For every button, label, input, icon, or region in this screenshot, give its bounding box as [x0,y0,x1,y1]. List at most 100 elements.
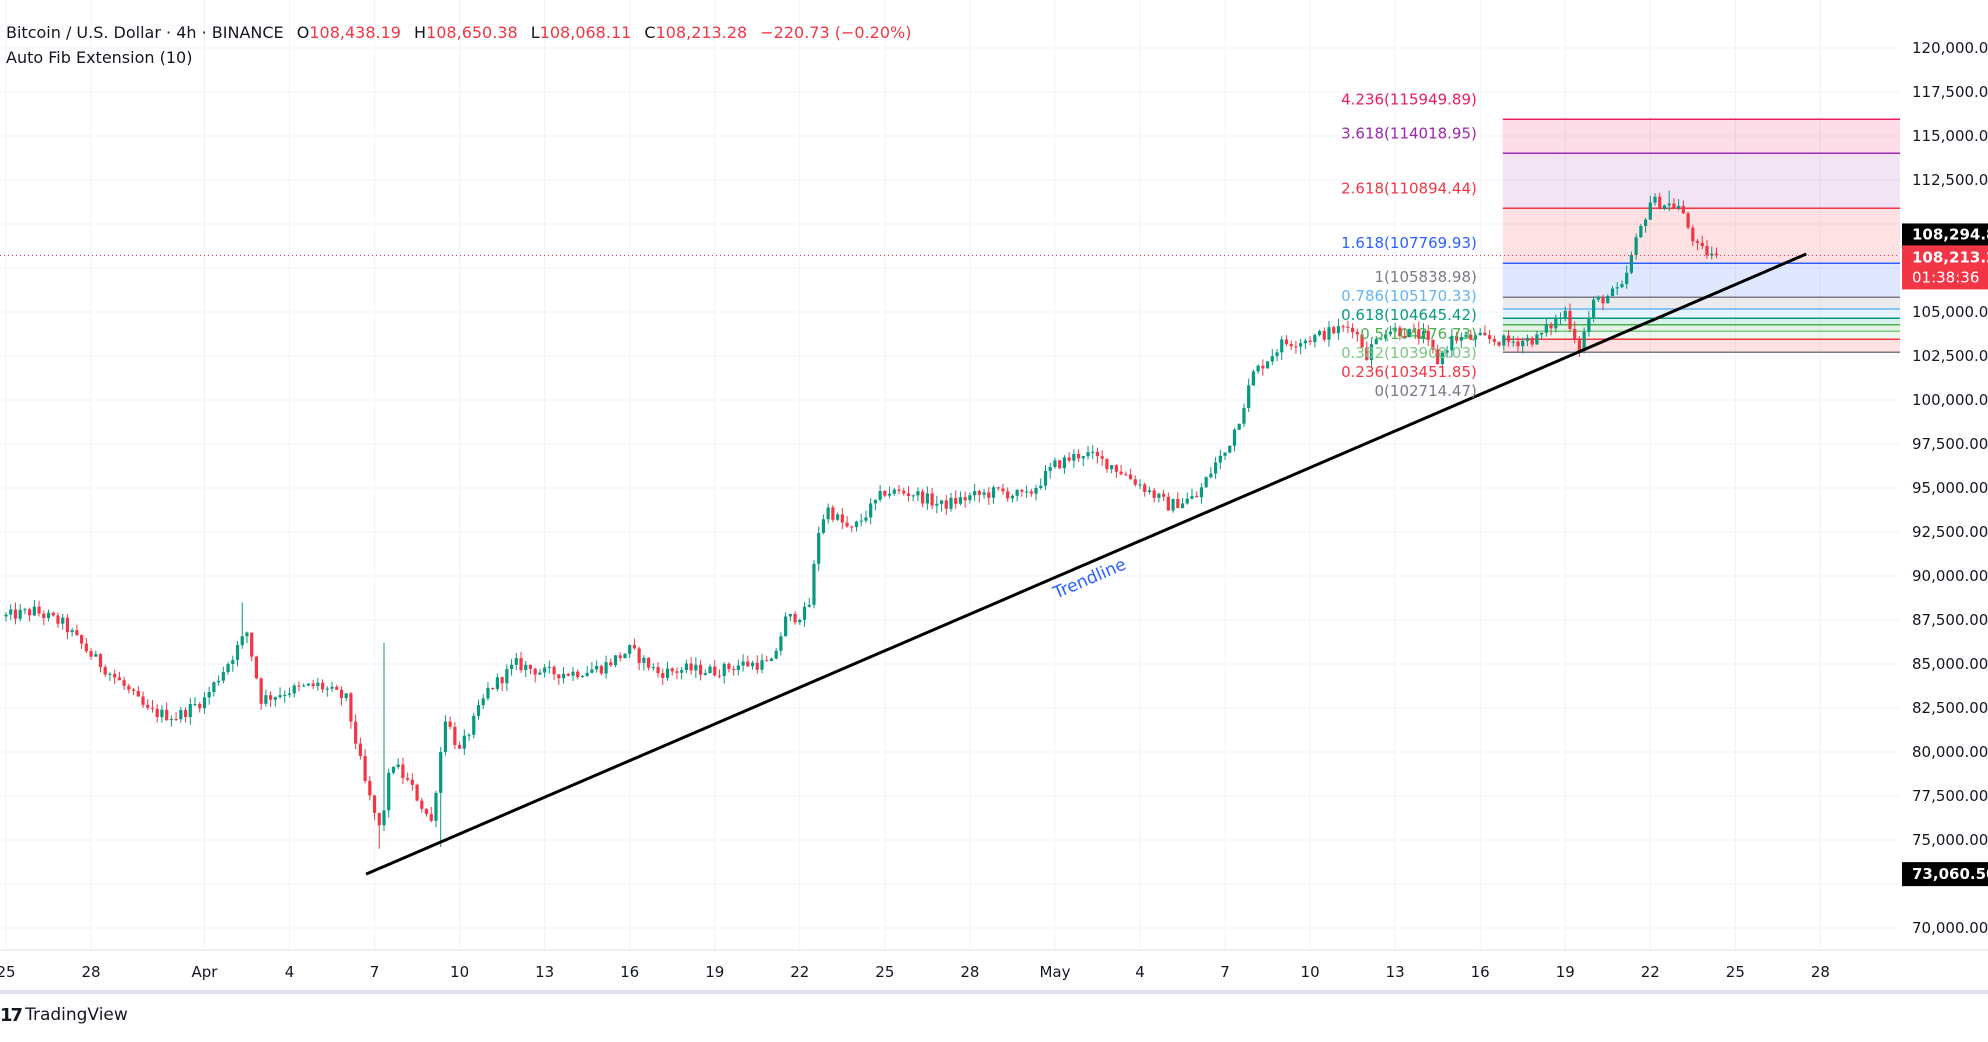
candle [812,560,816,609]
fib-extension[interactable] [1502,118,1900,353]
candle-body [1369,344,1374,360]
candle [831,504,835,523]
candle-body [472,715,476,735]
candle-body [1336,326,1341,334]
candle [1360,332,1364,349]
candle-body [377,812,381,826]
candle [1341,324,1345,332]
candle-body [1492,339,1496,342]
candle [1043,465,1048,491]
candle [1374,336,1378,345]
candle-body [1469,334,1473,340]
candle [1549,321,1553,336]
candle-body [117,677,121,681]
x-tick-label: 22 [1641,963,1660,981]
candle-body [221,672,225,681]
candle-body [892,489,896,494]
price-tag-last: 108,213.2 01:38:36 [1902,245,1988,290]
candle-body [1010,495,1015,499]
trendline[interactable] [365,252,1807,876]
candle-body [292,685,296,694]
candle [1502,333,1506,351]
candle-body [1039,485,1043,488]
low-value: 108,068.11 [539,23,632,42]
candle-body [1275,352,1279,357]
candle-body [1247,385,1251,409]
candle-body [661,673,665,678]
candle [613,655,618,668]
x-tick-label: 16 [620,963,639,981]
candle-body [1540,332,1544,335]
candle [1143,482,1147,497]
candle-body [1516,341,1520,347]
candle [1209,466,1213,479]
candle [665,661,670,681]
candle [930,488,934,510]
candle [1072,449,1076,469]
candle-body [519,658,523,670]
candle-body [462,735,466,749]
candle-body [1610,288,1615,297]
candle [883,489,887,498]
candle-body [23,609,27,611]
candle [944,495,948,515]
candle [70,627,74,637]
brand-name[interactable]: TradingView [25,1005,128,1025]
candle-body [732,669,736,671]
candle [1280,336,1284,360]
candle-body [708,666,712,674]
candle-body [991,487,996,498]
candle-body [240,636,244,646]
candle-body [179,710,183,720]
candle-body [259,678,263,704]
candle [1445,345,1449,358]
tradingview-logo-icon[interactable]: 17 [0,1004,23,1026]
candle [495,673,499,692]
candle-body [1043,470,1048,486]
candle [689,657,693,675]
indicator-title[interactable]: Auto Fib Extension (10) [6,48,193,67]
candle-body [18,609,22,619]
candle [1308,335,1312,346]
candle [165,702,169,721]
candle [788,613,792,622]
candle-body [424,808,429,815]
candle-body [1412,328,1416,330]
candle-body [1681,205,1685,214]
candle-body [302,685,306,687]
candle [1029,488,1033,497]
close-label: C [644,23,656,42]
candle [1592,296,1596,323]
symbol-title[interactable]: Bitcoin / U.S. Dollar · 4h · BINANCE [6,23,284,42]
candle-body [1478,332,1482,336]
candle-body [1133,479,1137,485]
x-tick-label: 4 [285,963,295,981]
candle [51,611,55,617]
fib-level-label: 0.5(104276.73) [1360,325,1477,343]
price-axis[interactable] [1900,0,1988,960]
candle-body [37,606,41,614]
candle [703,669,707,676]
candle-body [1695,241,1700,243]
candle-body [1658,196,1662,210]
candle-body [1360,334,1364,348]
candle [694,657,698,679]
price-tag-trend-end: 108,294.8 [1902,223,1988,246]
candle-body [1473,335,1478,340]
candle-body [727,663,731,670]
candle-body [859,520,863,522]
candle [1497,341,1501,348]
candle [1388,325,1393,337]
candle [1256,364,1260,374]
candle [1133,475,1137,487]
candle [221,666,225,684]
candle-body [1459,336,1463,341]
candle [56,612,60,628]
candle-body [836,514,840,520]
candle-body [750,662,755,667]
candle [968,492,972,504]
candle-body [1270,356,1274,362]
candle-body [1199,487,1204,498]
candle-body [1431,339,1435,350]
